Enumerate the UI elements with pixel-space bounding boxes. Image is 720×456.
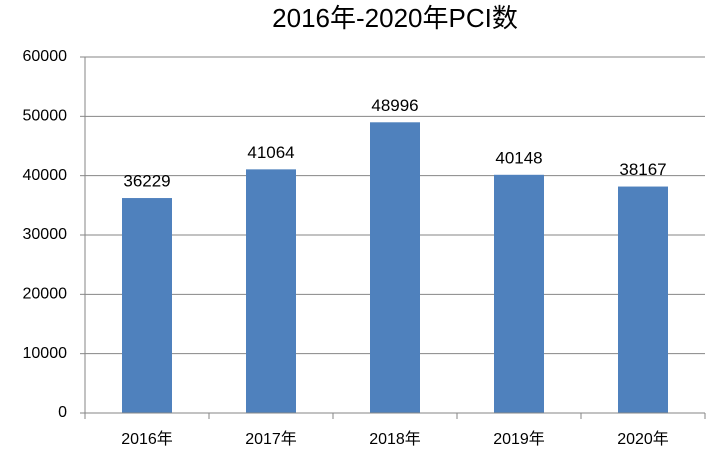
bar [370,122,420,413]
value-label: 38167 [619,160,666,179]
x-tick-label: 2019年 [493,430,545,448]
value-label: 48996 [371,96,418,115]
y-tick-label: 60000 [23,48,68,65]
x-tick-label: 2020年 [617,430,669,448]
y-tick-label: 40000 [23,167,68,184]
value-label: 41064 [247,143,294,162]
y-tick-label: 50000 [23,108,68,125]
value-label: 40148 [495,148,542,167]
y-tick-label: 30000 [23,226,68,243]
y-tick-label: 0 [58,404,67,421]
bar [494,174,544,413]
bar [122,198,172,413]
bar [246,169,296,413]
y-tick-label: 10000 [23,345,68,362]
x-tick-label: 2017年 [245,430,297,448]
x-tick-label: 2018年 [369,430,421,448]
y-tick-label: 20000 [23,286,68,303]
value-label: 36229 [123,172,170,191]
x-tick-label: 2016年 [121,430,173,448]
bar [618,186,668,413]
chart-title: 2016年-2020年PCI数 [272,3,518,33]
